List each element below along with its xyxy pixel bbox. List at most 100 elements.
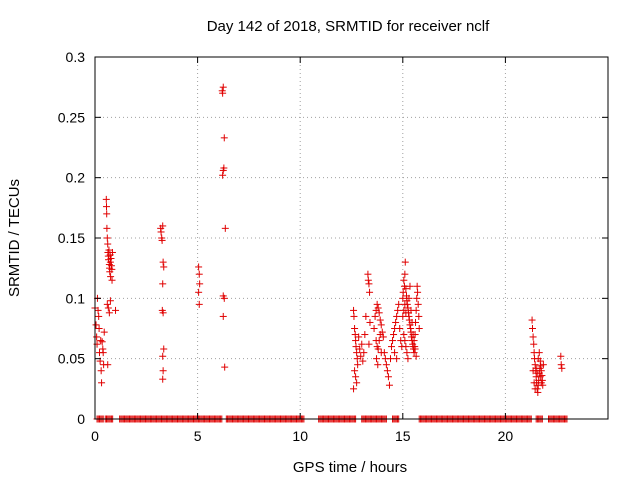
data-point — [105, 309, 113, 317]
y-tick-label: 0.05 — [58, 351, 85, 367]
data-point — [388, 343, 396, 351]
data-point — [402, 285, 410, 293]
data-point — [103, 210, 111, 218]
data-point — [98, 338, 106, 346]
data-point — [394, 306, 402, 314]
data-point — [530, 340, 538, 348]
data-point — [103, 234, 111, 242]
data-point — [402, 343, 410, 351]
x-tick-label: 20 — [498, 428, 514, 444]
data-point — [359, 357, 367, 365]
data-point — [196, 280, 204, 288]
data-point — [377, 321, 385, 329]
data-point — [399, 294, 407, 302]
data-point — [354, 361, 362, 369]
data-point — [357, 352, 365, 360]
data-point — [373, 355, 381, 363]
data-point — [402, 309, 410, 317]
data-point — [158, 236, 166, 244]
data-point — [408, 318, 416, 326]
y-tick-label: 0.3 — [66, 49, 86, 65]
data-point — [534, 355, 542, 363]
data-points — [91, 83, 571, 423]
data-point — [106, 258, 114, 266]
data-point — [414, 300, 422, 308]
data-point — [220, 134, 228, 142]
data-point — [93, 333, 101, 341]
data-point — [415, 325, 423, 332]
data-point — [94, 306, 102, 314]
data-point — [374, 304, 382, 312]
data-point — [364, 270, 372, 278]
data-point — [195, 288, 203, 296]
data-point — [537, 379, 545, 387]
x-tick-label: 10 — [292, 428, 308, 444]
data-point — [405, 294, 413, 302]
data-point — [557, 352, 565, 360]
data-point — [412, 352, 420, 360]
data-point — [102, 203, 110, 211]
data-point — [401, 258, 409, 266]
data-point — [393, 312, 401, 320]
data-point — [400, 276, 408, 284]
data-point — [352, 337, 360, 345]
data-point — [383, 367, 391, 375]
data-point — [399, 288, 407, 296]
data-point — [353, 349, 361, 357]
data-point — [410, 349, 418, 357]
data-point — [351, 367, 359, 375]
data-point — [365, 340, 373, 348]
data-point — [392, 318, 400, 326]
data-point — [530, 379, 538, 387]
y-tick-label: 0.1 — [66, 290, 86, 306]
x-axis-label: GPS time / hours — [293, 459, 407, 476]
data-point — [352, 373, 360, 381]
data-point — [404, 355, 412, 363]
data-point — [98, 379, 106, 387]
data-point — [400, 331, 408, 339]
data-point — [219, 312, 227, 320]
data-point — [350, 312, 358, 320]
data-point — [219, 83, 227, 91]
data-point — [95, 312, 103, 320]
data-point — [407, 306, 415, 314]
data-point — [104, 240, 112, 248]
data-point — [102, 195, 110, 203]
data-point — [97, 367, 105, 375]
data-point — [406, 282, 414, 290]
data-point — [350, 385, 358, 393]
data-point — [353, 379, 361, 387]
data-point — [358, 340, 366, 348]
data-point — [195, 263, 203, 271]
data-point — [537, 367, 545, 375]
data-point — [92, 321, 100, 329]
data-point — [382, 361, 390, 369]
x-tick-label: 0 — [91, 428, 99, 444]
data-point — [413, 282, 421, 290]
data-point — [535, 349, 543, 357]
data-point — [403, 349, 411, 357]
data-point — [371, 312, 379, 320]
data-point — [401, 300, 409, 308]
data-point — [536, 373, 544, 381]
data-point — [529, 367, 537, 375]
data-point — [409, 331, 417, 339]
data-point — [221, 224, 229, 232]
data-point — [159, 258, 167, 266]
y-tick-label: 0.2 — [66, 170, 86, 186]
data-point — [356, 345, 364, 353]
data-point — [558, 364, 566, 372]
data-point — [411, 345, 419, 353]
data-point — [195, 300, 203, 308]
data-point — [391, 349, 399, 357]
chart-title: Day 142 of 2018, SRMTID for receiver ncl… — [207, 18, 490, 35]
data-point — [103, 300, 111, 308]
data-point — [159, 367, 167, 375]
data-point — [534, 388, 542, 396]
data-point — [374, 361, 382, 369]
data-point — [159, 222, 167, 230]
data-point — [99, 349, 107, 357]
y-tick-label: 0.15 — [58, 230, 85, 246]
data-point — [159, 352, 167, 360]
data-point — [219, 171, 227, 179]
